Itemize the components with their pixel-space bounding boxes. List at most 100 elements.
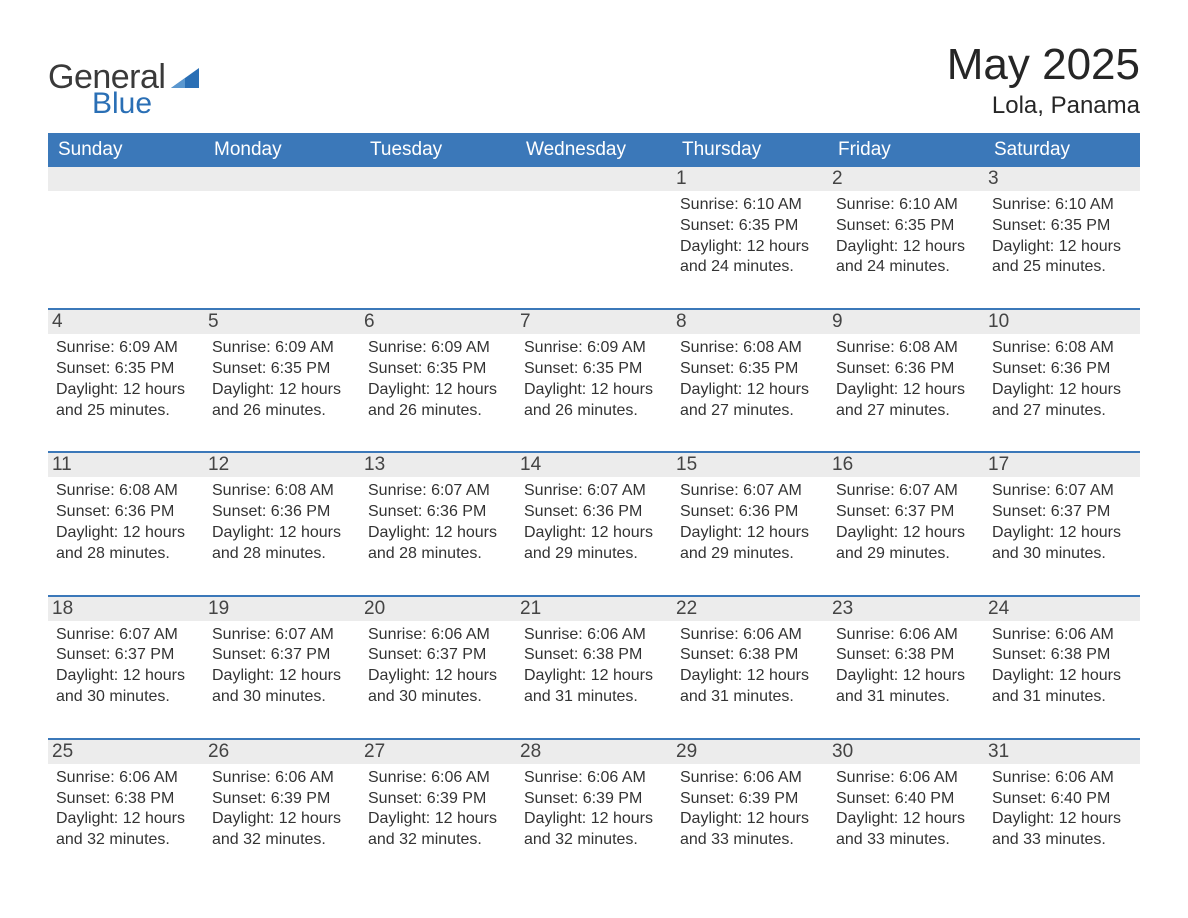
day-number xyxy=(360,167,516,191)
day-details: Sunrise: 6:06 AMSunset: 6:39 PMDaylight:… xyxy=(524,768,664,851)
day-details: Sunrise: 6:10 AMSunset: 6:35 PMDaylight:… xyxy=(992,195,1132,278)
day-cell: 14Sunrise: 6:07 AMSunset: 6:36 PMDayligh… xyxy=(516,452,672,595)
day-cell: 22 Sunrise: 6:06 AMSunset: 6:38 PMDayligh… xyxy=(672,596,828,739)
calendar-week-row: 25 Sunrise: 6:06 AMSunset: 6:38 PMDayligh… xyxy=(48,739,1140,881)
day-number: 1 xyxy=(672,167,828,191)
day-number: 3 xyxy=(984,167,1140,191)
day-number: 30 xyxy=(828,740,984,764)
day-number: 5 xyxy=(204,310,360,334)
day-number xyxy=(204,167,360,191)
day-details: Sunrise: 6:07 AMSunset: 6:37 PMDaylight:… xyxy=(836,481,976,564)
day-cell: 15 Sunrise: 6:07 AMSunset: 6:36 PMDayligh… xyxy=(672,452,828,595)
day-details: Sunrise: 6:06 AMSunset: 6:38 PMDaylight:… xyxy=(680,625,820,708)
day-details: Sunrise: 6:08 AMSunset: 6:36 PMDaylight:… xyxy=(992,338,1132,421)
weekday-header: Friday xyxy=(828,133,984,167)
day-cell: 6Sunrise: 6:09 AMSunset: 6:35 PMDaylight… xyxy=(360,309,516,452)
weekday-header: Thursday xyxy=(672,133,828,167)
day-details: Sunrise: 6:07 AMSunset: 6:36 PMDaylight:… xyxy=(368,481,508,564)
day-number: 11 xyxy=(48,453,204,477)
weekday-header-row: SundayMondayTuesdayWednesdayThursdayFrid… xyxy=(48,133,1140,167)
weekday-header: Wednesday xyxy=(516,133,672,167)
day-number: 29 xyxy=(672,740,828,764)
day-cell: 31 Sunrise: 6:06 AMSunset: 6:40 PMDayligh… xyxy=(984,739,1140,881)
day-number: 17 xyxy=(984,453,1140,477)
day-number: 8 xyxy=(672,310,828,334)
day-details: Sunrise: 6:09 AMSunset: 6:35 PMDaylight:… xyxy=(524,338,664,421)
day-cell: 1 Sunrise: 6:10 AMSunset: 6:35 PMDaylight… xyxy=(672,167,828,309)
day-details: Sunrise: 6:06 AMSunset: 6:38 PMDaylight:… xyxy=(992,625,1132,708)
day-cell: 12 Sunrise: 6:08 AMSunset: 6:36 PMDayligh… xyxy=(204,452,360,595)
day-cell: 2 Sunrise: 6:10 AMSunset: 6:35 PMDaylight… xyxy=(828,167,984,309)
day-number: 12 xyxy=(204,453,360,477)
day-number: 24 xyxy=(984,597,1140,621)
day-number: 20 xyxy=(360,597,516,621)
month-title: May 2025 xyxy=(947,40,1140,90)
day-details: Sunrise: 6:06 AMSunset: 6:38 PMDaylight:… xyxy=(56,768,196,851)
day-cell: 8Sunrise: 6:08 AMSunset: 6:35 PMDaylight… xyxy=(672,309,828,452)
day-details: Sunrise: 6:07 AMSunset: 6:37 PMDaylight:… xyxy=(212,625,352,708)
day-number xyxy=(516,167,672,191)
day-details: Sunrise: 6:07 AMSunset: 6:36 PMDaylight:… xyxy=(524,481,664,564)
calendar-week-row: 18 Sunrise: 6:07 AMSunset: 6:37 PMDayligh… xyxy=(48,596,1140,739)
day-cell: 21 Sunrise: 6:06 AMSunset: 6:38 PMDayligh… xyxy=(516,596,672,739)
day-number: 13 xyxy=(360,453,516,477)
day-details: Sunrise: 6:10 AMSunset: 6:35 PMDaylight:… xyxy=(836,195,976,278)
day-details: Sunrise: 6:08 AMSunset: 6:36 PMDaylight:… xyxy=(212,481,352,564)
day-number: 2 xyxy=(828,167,984,191)
day-cell: 19 Sunrise: 6:07 AMSunset: 6:37 PMDayligh… xyxy=(204,596,360,739)
day-number: 4 xyxy=(48,310,204,334)
day-number: 27 xyxy=(360,740,516,764)
day-details: Sunrise: 6:06 AMSunset: 6:40 PMDaylight:… xyxy=(836,768,976,851)
day-number: 23 xyxy=(828,597,984,621)
day-cell: 20 Sunrise: 6:06 AMSunset: 6:37 PMDayligh… xyxy=(360,596,516,739)
calendar-week-row: 4 Sunrise: 6:09 AMSunset: 6:35 PMDaylight… xyxy=(48,309,1140,452)
day-number: 15 xyxy=(672,453,828,477)
day-details: Sunrise: 6:06 AMSunset: 6:37 PMDaylight:… xyxy=(368,625,508,708)
empty-day-cell xyxy=(516,167,672,309)
day-number: 10 xyxy=(984,310,1140,334)
weekday-header: Sunday xyxy=(48,133,204,167)
day-number: 9 xyxy=(828,310,984,334)
day-cell: 17 Sunrise: 6:07 AMSunset: 6:37 PMDayligh… xyxy=(984,452,1140,595)
empty-day-cell xyxy=(360,167,516,309)
day-number: 6 xyxy=(360,310,516,334)
empty-day-cell xyxy=(204,167,360,309)
day-cell: 13 Sunrise: 6:07 AMSunset: 6:36 PMDayligh… xyxy=(360,452,516,595)
day-number: 21 xyxy=(516,597,672,621)
day-number: 7 xyxy=(516,310,672,334)
day-details: Sunrise: 6:09 AMSunset: 6:35 PMDaylight:… xyxy=(56,338,196,421)
day-cell: 7 Sunrise: 6:09 AMSunset: 6:35 PMDaylight… xyxy=(516,309,672,452)
day-number: 16 xyxy=(828,453,984,477)
day-number: 19 xyxy=(204,597,360,621)
day-cell: 18Sunrise: 6:07 AMSunset: 6:37 PMDayligh… xyxy=(48,596,204,739)
day-cell: 9 Sunrise: 6:08 AMSunset: 6:36 PMDaylight… xyxy=(828,309,984,452)
weekday-header: Saturday xyxy=(984,133,1140,167)
day-details: Sunrise: 6:08 AMSunset: 6:36 PMDaylight:… xyxy=(56,481,196,564)
logo-blue-text: Blue xyxy=(92,87,199,121)
day-details: Sunrise: 6:08 AMSunset: 6:36 PMDaylight:… xyxy=(836,338,976,421)
day-details: Sunrise: 6:07 AMSunset: 6:36 PMDaylight:… xyxy=(680,481,820,564)
day-cell: 23 Sunrise: 6:06 AMSunset: 6:38 PMDayligh… xyxy=(828,596,984,739)
day-cell: 4 Sunrise: 6:09 AMSunset: 6:35 PMDaylight… xyxy=(48,309,204,452)
day-details: Sunrise: 6:06 AMSunset: 6:38 PMDaylight:… xyxy=(836,625,976,708)
day-number: 25 xyxy=(48,740,204,764)
day-details: Sunrise: 6:06 AMSunset: 6:38 PMDaylight:… xyxy=(524,625,664,708)
day-number: 22 xyxy=(672,597,828,621)
empty-day-cell xyxy=(48,167,204,309)
day-cell: 30 Sunrise: 6:06 AMSunset: 6:40 PMDayligh… xyxy=(828,739,984,881)
day-number: 18 xyxy=(48,597,204,621)
day-details: Sunrise: 6:09 AMSunset: 6:35 PMDaylight:… xyxy=(212,338,352,421)
day-details: Sunrise: 6:10 AMSunset: 6:35 PMDaylight:… xyxy=(680,195,820,278)
day-details: Sunrise: 6:07 AMSunset: 6:37 PMDaylight:… xyxy=(992,481,1132,564)
day-cell: 28Sunrise: 6:06 AMSunset: 6:39 PMDayligh… xyxy=(516,739,672,881)
location-label: Lola, Panama xyxy=(947,92,1140,120)
day-cell: 26Sunrise: 6:06 AMSunset: 6:39 PMDayligh… xyxy=(204,739,360,881)
brand-logo: General Blue xyxy=(48,40,199,121)
day-details: Sunrise: 6:06 AMSunset: 6:40 PMDaylight:… xyxy=(992,768,1132,851)
day-cell: 24 Sunrise: 6:06 AMSunset: 6:38 PMDayligh… xyxy=(984,596,1140,739)
day-cell: 25 Sunrise: 6:06 AMSunset: 6:38 PMDayligh… xyxy=(48,739,204,881)
day-number: 31 xyxy=(984,740,1140,764)
day-details: Sunrise: 6:06 AMSunset: 6:39 PMDaylight:… xyxy=(368,768,508,851)
day-cell: 5 Sunrise: 6:09 AMSunset: 6:35 PMDaylight… xyxy=(204,309,360,452)
logo-triangle-icon xyxy=(171,68,199,88)
